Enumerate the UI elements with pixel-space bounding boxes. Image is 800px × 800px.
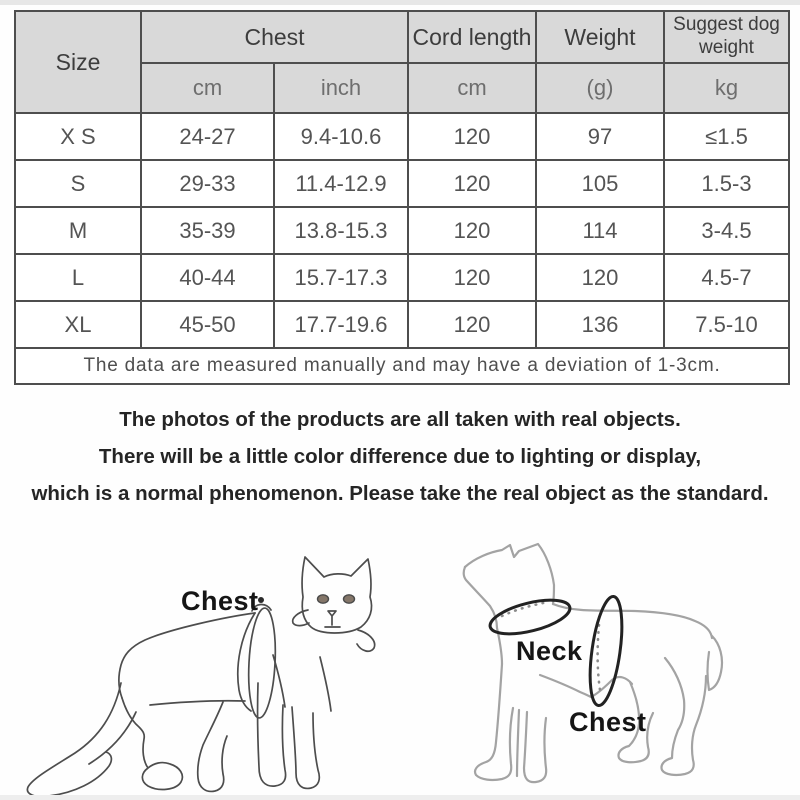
cell-chest-cm: 35-39 <box>140 206 275 255</box>
cord-cm-unit-header: cm <box>407 62 537 114</box>
chest-inch-unit-header: inch <box>273 62 409 114</box>
cell-chest-cm: 45-50 <box>140 300 275 349</box>
cell-chest-cm: 40-44 <box>140 253 275 302</box>
cat-eye-right <box>342 594 356 604</box>
cat-chest-label-dot <box>258 597 264 603</box>
cell-cord-length: 120 <box>407 300 537 349</box>
chest-column-header: Chest <box>140 10 409 64</box>
cell-chest-inch: 13.8-15.3 <box>273 206 409 255</box>
cell-weight: 120 <box>535 253 665 302</box>
cat-measurement-diagram <box>26 556 376 798</box>
cord-length-column-header: Cord length <box>407 10 537 64</box>
table-note-row: The data are measured manually and may h… <box>14 347 790 385</box>
cell-size: X S <box>14 112 142 161</box>
cell-cord-length: 120 <box>407 206 537 255</box>
suggest-kg-unit-header: kg <box>663 62 790 114</box>
measurement-note: The data are measured manually and may h… <box>14 347 790 385</box>
cell-chest-inch: 15.7-17.3 <box>273 253 409 302</box>
cell-chest-cm: 24-27 <box>140 112 275 161</box>
table-row: L 40-44 15.7-17.3 120 120 4.5-7 <box>14 253 790 302</box>
cell-chest-inch: 11.4-12.9 <box>273 159 409 208</box>
chest-cm-unit-header: cm <box>140 62 275 114</box>
cat-chest-band <box>247 607 277 719</box>
table-row: M 35-39 13.8-15.3 120 114 3-4.5 <box>14 206 790 255</box>
size-table: Size Chest Cord length Weight Suggest do… <box>14 10 790 385</box>
cell-weight: 97 <box>535 112 665 161</box>
disclaimer-line-2: There will be a little color difference … <box>98 445 702 468</box>
cell-dog-weight: 7.5-10 <box>663 300 790 349</box>
table-row: S 29-33 11.4-12.9 120 105 1.5-3 <box>14 159 790 208</box>
cell-chest-inch: 17.7-19.6 <box>273 300 409 349</box>
dog-measurement-diagram <box>462 542 724 784</box>
cell-dog-weight: 4.5-7 <box>663 253 790 302</box>
cell-size: S <box>14 159 142 208</box>
cell-chest-inch: 9.4-10.6 <box>273 112 409 161</box>
table-row: XL 45-50 17.7-19.6 120 136 7.5-10 <box>14 300 790 349</box>
cell-cord-length: 120 <box>407 253 537 302</box>
cat-chest-label: Chest <box>181 586 259 616</box>
weight-g-unit-header: (g) <box>535 62 665 114</box>
cell-dog-weight: 3-4.5 <box>663 206 790 255</box>
cell-cord-length: 120 <box>407 112 537 161</box>
cell-weight: 105 <box>535 159 665 208</box>
weight-column-header: Weight <box>535 10 665 64</box>
dog-chest-dotted-line <box>596 623 602 692</box>
cell-weight: 136 <box>535 300 665 349</box>
cat-outline <box>26 556 376 798</box>
dog-neck-label: Neck <box>516 636 583 666</box>
disclaimer-text: The photos of the products are all taken… <box>0 401 800 512</box>
top-edge-strip <box>0 0 800 5</box>
size-column-header: Size <box>14 10 142 114</box>
header-row-units: cm inch cm (g) kg <box>15 62 790 114</box>
cell-size: L <box>14 253 142 302</box>
dog-neck-dotted-line <box>500 600 550 618</box>
cell-size: XL <box>14 300 142 349</box>
suggest-dog-weight-column-header: Suggest dog weight <box>663 10 790 64</box>
disclaimer-line-1: The photos of the products are all taken… <box>119 408 681 431</box>
dog-outline <box>462 542 724 784</box>
cat-eye-left <box>316 594 330 604</box>
bottom-edge-strip <box>0 795 800 800</box>
cell-dog-weight: ≤1.5 <box>663 112 790 161</box>
disclaimer-line-3: which is a normal phenomenon. Please tak… <box>31 482 769 505</box>
cell-chest-cm: 29-33 <box>140 159 275 208</box>
dog-chest-band <box>588 595 624 707</box>
cell-dog-weight: 1.5-3 <box>663 159 790 208</box>
cell-cord-length: 120 <box>407 159 537 208</box>
cell-weight: 114 <box>535 206 665 255</box>
cell-size: M <box>14 206 142 255</box>
dog-neck-band <box>488 598 572 636</box>
table-row: X S 24-27 9.4-10.6 120 97 ≤1.5 <box>14 112 790 161</box>
dog-chest-label: Chest <box>569 707 647 737</box>
header-row-main: Size Chest Cord length Weight Suggest do… <box>14 10 790 114</box>
